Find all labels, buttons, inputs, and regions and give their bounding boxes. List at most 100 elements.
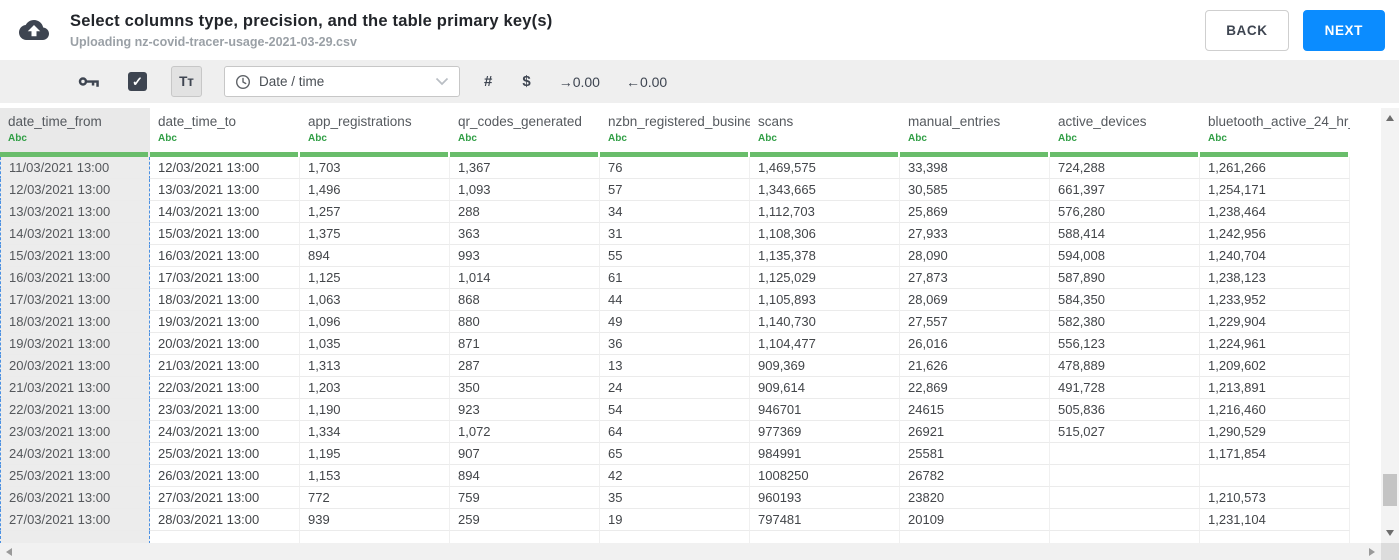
cell[interactable]: 24 (600, 377, 750, 399)
cell[interactable]: 14/03/2021 13:00 (0, 223, 150, 245)
cell[interactable]: 1,190 (300, 399, 450, 421)
column-header-active_devices[interactable]: active_devices Abc (1050, 108, 1200, 157)
cell[interactable]: 36 (600, 333, 750, 355)
cell[interactable]: 797481 (750, 509, 900, 531)
increase-decimal-button[interactable]: →0.00 (558, 73, 600, 90)
vertical-scrollbar-thumb[interactable] (1383, 474, 1397, 506)
cell[interactable]: 22/03/2021 13:00 (150, 377, 300, 399)
number-type-button[interactable]: # (484, 73, 493, 90)
cell[interactable]: 44 (600, 289, 750, 311)
cell[interactable]: 594,008 (1050, 245, 1200, 267)
cell[interactable]: 23/03/2021 13:00 (0, 421, 150, 443)
cell[interactable]: 1,108,306 (750, 223, 900, 245)
cell[interactable]: 350 (450, 377, 600, 399)
cell[interactable]: 26921 (900, 421, 1050, 443)
cell[interactable]: 13/03/2021 13:00 (0, 201, 150, 223)
cell[interactable]: 1,213,891 (1200, 377, 1350, 399)
cell[interactable]: 20/03/2021 13:00 (150, 333, 300, 355)
cell[interactable]: 759 (450, 487, 600, 509)
cell[interactable]: 28,090 (900, 245, 1050, 267)
cell[interactable]: 76 (600, 157, 750, 179)
horizontal-scrollbar[interactable] (0, 543, 1381, 560)
scroll-right-arrow-icon[interactable] (1369, 547, 1375, 556)
cell[interactable]: 27/03/2021 13:00 (0, 509, 150, 531)
cell[interactable]: 21/03/2021 13:00 (0, 377, 150, 399)
cell[interactable]: 15/03/2021 13:00 (150, 223, 300, 245)
cell[interactable]: 12/03/2021 13:00 (0, 179, 150, 201)
cell[interactable]: 907 (450, 443, 600, 465)
cell[interactable]: 1,231,104 (1200, 509, 1350, 531)
cell[interactable]: 505,836 (1050, 399, 1200, 421)
cell[interactable]: 25/03/2021 13:00 (0, 465, 150, 487)
cell[interactable]: 27,933 (900, 223, 1050, 245)
cell[interactable] (1050, 465, 1200, 487)
cell[interactable]: 31 (600, 223, 750, 245)
cell[interactable]: 1,233,952 (1200, 289, 1350, 311)
scroll-down-arrow-icon[interactable] (1386, 530, 1394, 536)
cell[interactable]: 582,380 (1050, 311, 1200, 333)
cell[interactable]: 1,125,029 (750, 267, 900, 289)
include-column-checkbox[interactable]: ✓ (128, 72, 147, 91)
cell[interactable]: 1,290,529 (1200, 421, 1350, 443)
cell[interactable]: 57 (600, 179, 750, 201)
cell[interactable]: 939 (300, 509, 450, 531)
cell[interactable]: 1,093 (450, 179, 600, 201)
cell[interactable]: 25,869 (900, 201, 1050, 223)
cell[interactable]: 1,140,730 (750, 311, 900, 333)
cell[interactable]: 17/03/2021 13:00 (150, 267, 300, 289)
cell[interactable]: 27,873 (900, 267, 1050, 289)
text-type-button[interactable]: Tт (171, 66, 202, 97)
cell[interactable]: 1,334 (300, 421, 450, 443)
cell[interactable]: 1,104,477 (750, 333, 900, 355)
cell[interactable]: 24/03/2021 13:00 (150, 421, 300, 443)
cell[interactable]: 1,242,956 (1200, 223, 1350, 245)
cell[interactable]: 35 (600, 487, 750, 509)
cell[interactable]: 19/03/2021 13:00 (0, 333, 150, 355)
cell[interactable]: 18/03/2021 13:00 (150, 289, 300, 311)
cell[interactable]: 772 (300, 487, 450, 509)
cell[interactable]: 1,313 (300, 355, 450, 377)
cell[interactable]: 64 (600, 421, 750, 443)
cell[interactable]: 259 (450, 509, 600, 531)
cell[interactable]: 1008250 (750, 465, 900, 487)
cell[interactable]: 28/03/2021 13:00 (150, 509, 300, 531)
column-header-manual_entries[interactable]: manual_entries Abc (900, 108, 1050, 157)
cell[interactable]: 871 (450, 333, 600, 355)
cell[interactable]: 894 (450, 465, 600, 487)
cell[interactable]: 1,238,123 (1200, 267, 1350, 289)
cell[interactable]: 20/03/2021 13:00 (0, 355, 150, 377)
cell[interactable]: 14/03/2021 13:00 (150, 201, 300, 223)
cell[interactable]: 18/03/2021 13:00 (0, 311, 150, 333)
cell[interactable]: 27,557 (900, 311, 1050, 333)
cell[interactable]: 661,397 (1050, 179, 1200, 201)
cell[interactable]: 1,035 (300, 333, 450, 355)
back-button[interactable]: BACK (1205, 9, 1289, 51)
cell[interactable]: 588,414 (1050, 223, 1200, 245)
cell[interactable]: 15/03/2021 13:00 (0, 245, 150, 267)
cell[interactable]: 26782 (900, 465, 1050, 487)
cell[interactable]: 27/03/2021 13:00 (150, 487, 300, 509)
cell[interactable]: 16/03/2021 13:00 (0, 267, 150, 289)
cell[interactable] (1200, 465, 1350, 487)
cell[interactable]: 1,240,704 (1200, 245, 1350, 267)
cell[interactable]: 1,203 (300, 377, 450, 399)
cell[interactable]: 1,153 (300, 465, 450, 487)
cell[interactable]: 25/03/2021 13:00 (150, 443, 300, 465)
cell[interactable]: 1,210,573 (1200, 487, 1350, 509)
cell[interactable]: 22/03/2021 13:00 (0, 399, 150, 421)
cell[interactable]: 1,096 (300, 311, 450, 333)
column-header-date_time_from[interactable]: date_time_from Abc (0, 108, 150, 157)
column-header-bluetooth_active_24_hr_[interactable]: bluetooth_active_24_hr_ Abc (1200, 108, 1350, 157)
cell[interactable]: 515,027 (1050, 421, 1200, 443)
cell[interactable]: 22,869 (900, 377, 1050, 399)
cell[interactable]: 26/03/2021 13:00 (150, 465, 300, 487)
cell[interactable]: 1,171,854 (1200, 443, 1350, 465)
cell[interactable]: 1,216,460 (1200, 399, 1350, 421)
cell[interactable]: 868 (450, 289, 600, 311)
cell[interactable]: 1,375 (300, 223, 450, 245)
column-type-dropdown[interactable]: Date / time (224, 66, 460, 97)
cell[interactable]: 363 (450, 223, 600, 245)
cell[interactable]: 724,288 (1050, 157, 1200, 179)
cell[interactable]: 54 (600, 399, 750, 421)
cell[interactable]: 1,703 (300, 157, 450, 179)
